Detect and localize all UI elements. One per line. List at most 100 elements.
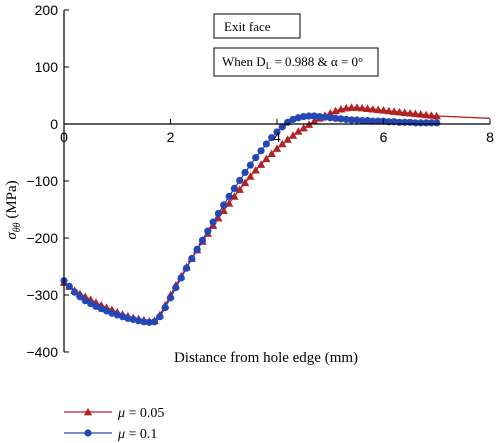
data-point <box>172 283 180 292</box>
x-tick-label: 8 <box>486 129 494 145</box>
data-point <box>235 185 244 193</box>
data-point <box>256 160 266 168</box>
data-point <box>71 288 79 296</box>
data-point <box>140 318 148 326</box>
annotation-exit-face-box <box>213 13 301 39</box>
y-tick-label: −200 <box>26 230 58 246</box>
y-tick-label: 100 <box>35 59 59 75</box>
data-point <box>236 176 244 185</box>
data-point <box>384 106 394 115</box>
data-point <box>417 119 425 127</box>
data-point <box>262 154 271 163</box>
y-axis-title-unit: (MPa) <box>4 180 20 222</box>
data-point <box>268 134 276 142</box>
annotation-exit-face: Exit face <box>213 13 301 39</box>
data-point <box>353 116 361 124</box>
data-point <box>405 108 415 117</box>
x-tick-label: 4 <box>273 129 281 145</box>
data-point <box>373 105 383 114</box>
legend-marker <box>83 407 93 416</box>
y-tick-label: 0 <box>50 116 58 132</box>
tick-labels: 200 100 0 −100 −200 −300 −400 0 2 4 6 8 <box>26 2 494 360</box>
legend-label: μ = 0.1 <box>117 427 157 442</box>
data-point <box>433 119 441 127</box>
data-point <box>427 111 436 119</box>
data-point <box>326 108 335 117</box>
data-point <box>347 103 356 111</box>
y-axis-title: σθθ (MPa) <box>4 180 23 239</box>
legend-label: μ = 0.05 <box>117 406 164 421</box>
legend: μ = 0.05 μ = 0.1 <box>64 406 164 442</box>
x-tick-label: 6 <box>380 129 388 145</box>
data-point <box>421 110 431 119</box>
data-point <box>337 115 345 123</box>
data-point <box>241 168 249 177</box>
data-point <box>305 112 313 120</box>
data-point <box>374 117 382 125</box>
legend-marker <box>84 429 92 437</box>
data-point <box>225 192 233 200</box>
data-point <box>321 113 329 121</box>
data-point <box>389 107 399 115</box>
data-point <box>198 236 207 244</box>
data-point <box>150 318 159 326</box>
data-point <box>65 282 73 291</box>
data-point <box>156 313 164 321</box>
y-axis-title-subscript: θθ <box>12 222 23 232</box>
annotation-condition-box <box>213 47 379 77</box>
y-axis-title-symbol: σ <box>4 232 20 240</box>
data-point <box>188 254 196 263</box>
data-point <box>204 227 212 235</box>
data-point <box>432 111 441 120</box>
data-point <box>230 184 238 193</box>
data-point <box>252 154 260 162</box>
axes <box>63 9 491 353</box>
annotation-condition-subscript: L <box>266 61 272 71</box>
data-point <box>411 109 420 118</box>
data-point <box>251 165 260 174</box>
data-point <box>240 178 250 187</box>
legend-item: μ = 0.1 <box>64 427 157 442</box>
data-point <box>294 127 303 135</box>
y-tick-label: −400 <box>26 344 58 360</box>
annotation-condition: When DL = 0.988 & α = 0° <box>213 47 379 77</box>
data-point <box>310 116 319 125</box>
data-point <box>316 112 324 121</box>
data-point <box>145 318 153 326</box>
data-point <box>363 116 372 125</box>
data-point <box>246 161 254 169</box>
data-point <box>76 293 84 301</box>
x-tick-label: 2 <box>167 129 175 145</box>
data-point <box>262 140 270 148</box>
y-tick-label: −300 <box>26 287 58 303</box>
data-point <box>379 106 388 114</box>
data-point <box>193 245 201 253</box>
x-axis-title: Distance from hole edge (mm) <box>174 350 358 366</box>
data-point <box>342 115 350 124</box>
data-point <box>363 104 372 112</box>
data-point <box>220 201 228 209</box>
data-point <box>422 119 430 127</box>
data-point <box>81 297 89 305</box>
series-line <box>63 115 437 324</box>
data-point <box>214 213 223 222</box>
x-tick-label: 0 <box>60 129 68 145</box>
data-point <box>278 139 287 148</box>
data-point <box>273 128 281 136</box>
data-point <box>369 117 377 125</box>
data-point <box>427 119 436 127</box>
annotation-condition-text: When DL = 0.988 & α = 0° <box>222 54 363 71</box>
data-point <box>310 112 318 120</box>
data-point <box>246 172 255 180</box>
data-point <box>283 135 292 143</box>
data-point <box>87 299 95 308</box>
data-point <box>214 209 223 218</box>
data-point <box>177 274 185 282</box>
data-point <box>166 294 175 302</box>
data-point <box>395 107 404 116</box>
data-point <box>209 218 217 226</box>
data-point <box>347 116 356 124</box>
data-point <box>400 108 409 116</box>
annotation-exit-face-text: Exit face <box>224 19 271 34</box>
